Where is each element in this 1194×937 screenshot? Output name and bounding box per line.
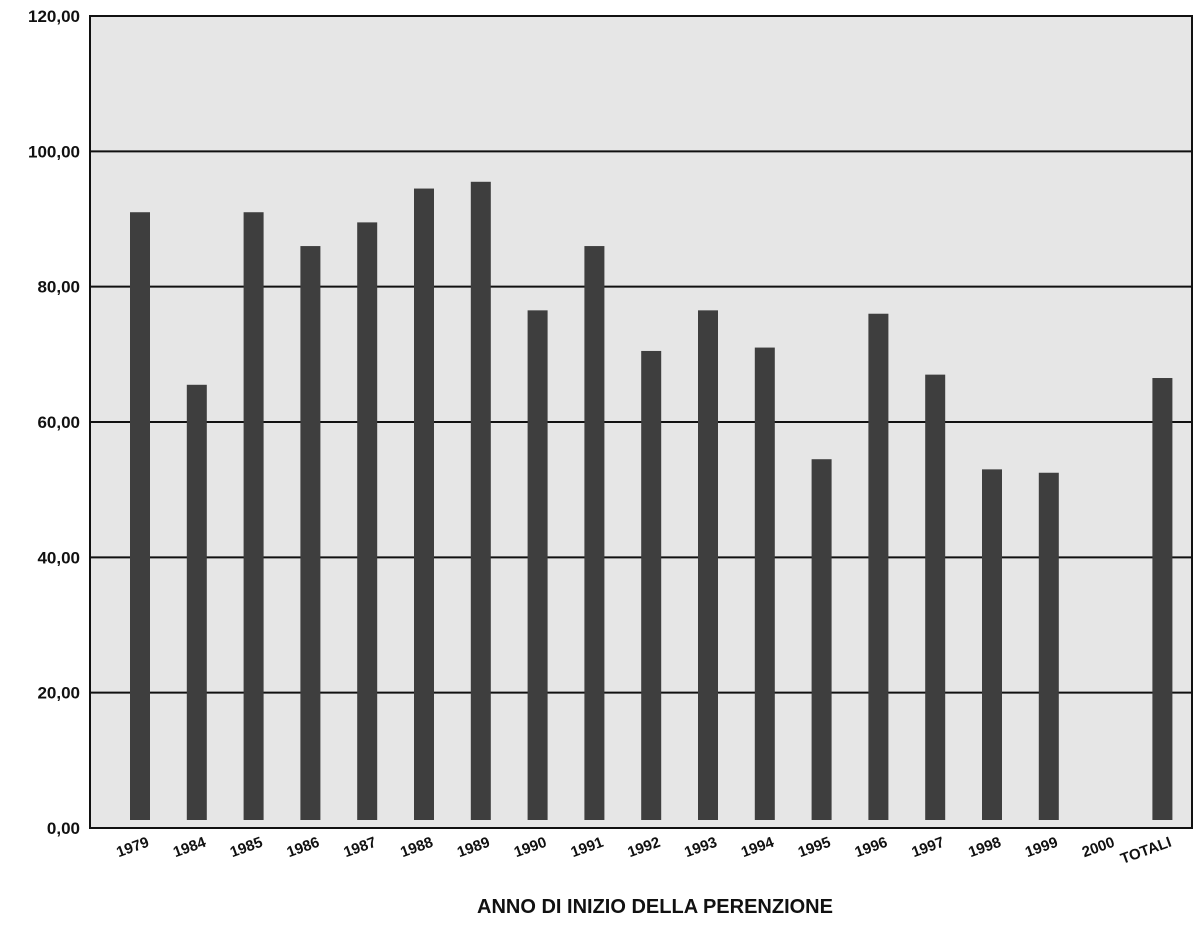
x-tick-label: 1984 [171,834,209,862]
gridlines [90,150,1192,694]
y-tick-label: 0,00 [47,819,80,838]
x-axis-ticks: 1979 1984 1985 1986 1987 1988 1989 1990 1991 1992… [114,834,1174,868]
x-tick-label: 1996 [853,834,890,861]
y-tick-label: 40,00 [37,548,80,567]
x-tick-label: 1991 [569,834,606,861]
y-axis-ticks: 0,00 20,00 40,00 60,00 80,00 100,00 120,00 [28,7,80,838]
bar-1998 [982,469,1002,820]
bar-1984 [186,384,207,820]
y-tick-label: 60,00 [37,413,80,432]
bars [130,181,1173,821]
bar-1999 [1038,472,1059,820]
bar-1997 [925,374,946,820]
bar-1986 [300,246,321,821]
bar-1993 [698,310,718,820]
x-tick-label: 1985 [228,834,265,861]
bar-1996 [868,313,889,820]
x-tick-label: 1994 [739,834,777,862]
bar-1991 [584,246,605,821]
x-tick-label: 1986 [285,834,322,861]
x-tick-label: TOTALI [1118,834,1173,868]
x-axis-title: ANNO DI INIZIO DELLA PERENZIONE [477,896,833,918]
x-tick-label: 1987 [341,834,378,861]
bar-1989 [470,181,491,821]
x-tick-label: 1993 [682,834,719,861]
x-tick-label: 2000 [1080,834,1117,861]
x-tick-label: 1995 [796,834,833,861]
bar-1990 [527,310,548,820]
x-tick-label: 1992 [625,834,662,861]
x-tick-label: 1999 [1023,834,1060,861]
bar-1987 [357,222,378,821]
y-tick-label: 120,00 [28,7,80,26]
x-tick-label: 1989 [455,834,492,861]
y-tick-label: 80,00 [37,278,80,297]
x-tick-label: 1990 [512,834,549,861]
bar-1988 [414,188,434,821]
bar-1992 [641,350,662,820]
bar-totali [1152,378,1173,820]
x-tick-label: 1997 [909,834,946,861]
x-tick-label: 1998 [966,834,1003,861]
y-tick-label: 20,00 [37,684,80,703]
x-tick-label: 1979 [114,834,151,861]
x-tick-label: 1988 [398,834,435,861]
bar-1994 [754,347,775,820]
bar-1979 [130,212,150,820]
bar-1995 [811,459,832,820]
y-tick-label: 100,00 [28,142,80,161]
bar-1985 [243,212,264,820]
